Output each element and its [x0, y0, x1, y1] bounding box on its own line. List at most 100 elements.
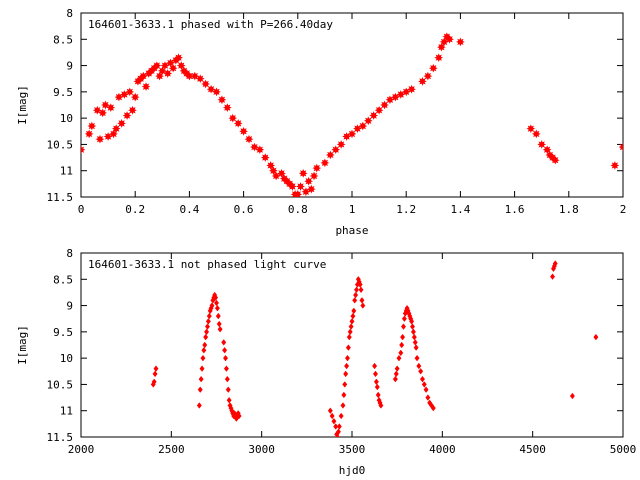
data-point	[359, 297, 365, 304]
data-point	[343, 370, 349, 378]
data-point	[437, 42, 446, 52]
data-point	[342, 132, 351, 141]
x-tick-label: 3500	[339, 443, 366, 456]
data-point	[224, 375, 230, 383]
data-point	[341, 391, 347, 399]
data-points	[150, 260, 599, 437]
data-point	[106, 103, 116, 112]
data-point	[363, 116, 373, 126]
data-point	[298, 168, 308, 178]
data-point	[214, 304, 220, 312]
y-tick-label: 11	[60, 405, 73, 418]
data-point	[225, 386, 231, 393]
y-tick-label: 10	[60, 112, 73, 125]
data-point	[122, 111, 132, 120]
data-point	[537, 140, 547, 149]
y-tick-label: 10.5	[47, 378, 74, 391]
plot-frame	[80, 252, 624, 438]
data-point	[320, 158, 330, 168]
x-tick-label: 4000	[429, 443, 456, 456]
data-point	[213, 294, 219, 301]
data-point	[174, 53, 183, 63]
data-point	[196, 402, 202, 409]
data-point	[542, 145, 552, 155]
data-point	[198, 375, 204, 383]
data-point	[166, 58, 175, 68]
data-point	[412, 339, 418, 346]
x-tick-label: 1.4	[450, 203, 470, 216]
data-point	[335, 433, 341, 437]
phased-light-curve-panel: 0 0.2 0.4 0.6 0.8 1 1.2 1.4 1.6 1.8 2 8 8.5 9 9.5 10 10.…	[16, 7, 627, 237]
x-tick-label: 2500	[158, 443, 185, 456]
data-point	[201, 79, 211, 89]
x-tick-label: 0	[78, 203, 85, 216]
data-point	[217, 325, 223, 333]
data-point	[204, 323, 210, 330]
data-point	[340, 402, 346, 409]
data-point	[195, 74, 205, 84]
data-point	[419, 375, 425, 383]
data-point	[407, 84, 416, 94]
data-point	[130, 92, 140, 102]
data-point	[185, 71, 194, 81]
data-point	[160, 61, 170, 70]
data-point	[199, 365, 205, 372]
data-point	[153, 365, 159, 372]
data-point	[411, 333, 417, 341]
data-point	[205, 318, 211, 325]
data-point	[163, 69, 173, 78]
data-point	[418, 76, 427, 86]
y-tick-label: 11	[60, 165, 73, 178]
data-point	[201, 346, 207, 354]
data-point	[345, 344, 351, 351]
y-tick-label: 8.5	[53, 33, 73, 46]
data-point	[98, 108, 108, 118]
data-point	[414, 354, 420, 362]
data-point	[360, 302, 366, 309]
x-tick-label: 0.8	[288, 203, 308, 216]
data-point	[354, 286, 360, 294]
data-points	[81, 32, 623, 197]
data-point	[348, 323, 354, 330]
x-tick-label: 0.4	[179, 203, 199, 216]
data-point	[357, 281, 363, 288]
x-tick-label: 2	[620, 203, 627, 216]
data-point	[114, 92, 124, 102]
y-tick-label: 9.5	[53, 86, 73, 99]
data-point	[288, 182, 297, 191]
x-tick-label: 0.6	[234, 203, 254, 216]
y-tick-label: 10	[60, 352, 73, 365]
data-point	[423, 71, 433, 81]
data-point	[358, 286, 364, 294]
data-point	[353, 124, 362, 134]
data-point	[400, 323, 407, 330]
y-tick-label: 8.5	[53, 273, 73, 286]
x-axis-label: phase	[335, 224, 368, 237]
data-point	[423, 386, 429, 393]
data-point	[296, 182, 305, 191]
data-point	[550, 155, 560, 165]
data-point	[101, 100, 110, 110]
data-point	[526, 124, 536, 134]
data-point	[593, 333, 599, 341]
data-point	[352, 297, 358, 304]
x-tick-label: 0.2	[125, 203, 145, 216]
data-point	[222, 103, 232, 112]
data-point	[392, 375, 398, 383]
data-point	[176, 61, 186, 70]
data-point	[373, 378, 379, 386]
data-point	[271, 171, 281, 181]
data-point	[374, 105, 384, 115]
data-point	[209, 302, 215, 309]
y-tick-label: 11.5	[47, 191, 74, 204]
data-point	[119, 90, 129, 99]
data-point	[206, 312, 212, 320]
data-point	[84, 129, 94, 139]
data-point	[151, 378, 157, 386]
x-tick-label: 5000	[610, 443, 637, 456]
data-point	[109, 129, 118, 139]
data-point	[217, 95, 227, 105]
data-point	[351, 307, 357, 315]
data-point	[301, 187, 311, 197]
